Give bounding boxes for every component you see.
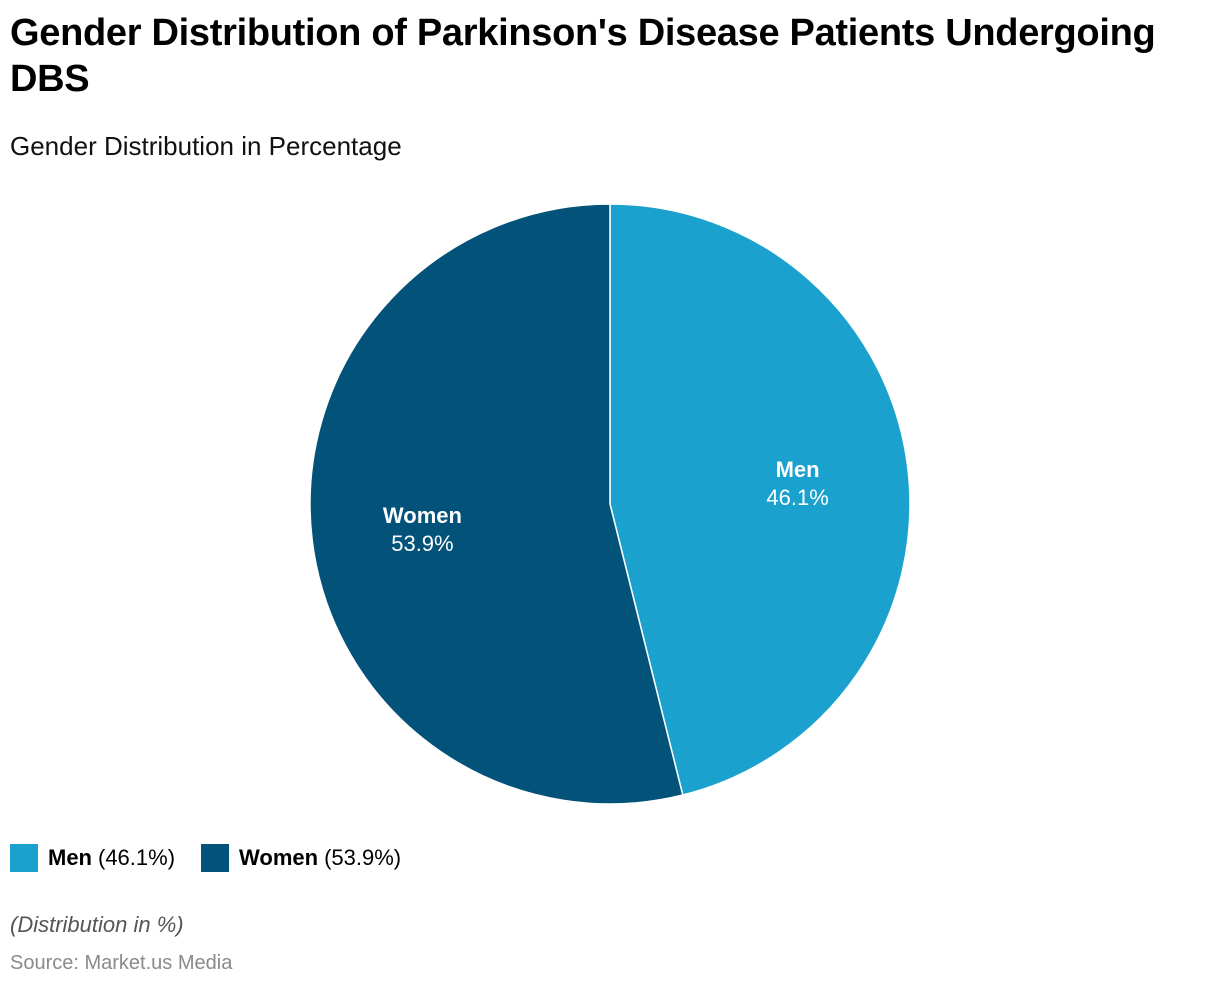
legend-value-women: (53.9%) (324, 845, 402, 870)
legend-swatch-women (201, 844, 230, 872)
pie-slice-men[interactable] (609, 203, 911, 796)
distribution-note: (Distribution in %) (10, 912, 184, 937)
pie-slice-women[interactable] (309, 203, 684, 805)
legend-value-men: (46.1%) (98, 845, 176, 870)
slice-value-women: 53.9% (391, 531, 453, 556)
legend: Men (46.1%) Women (53.9%) (10, 843, 401, 873)
slice-label-men: Men (776, 457, 820, 482)
legend-item-men[interactable]: Men (46.1%) (10, 843, 175, 873)
source-credit: Source: Market.us Media (10, 952, 233, 974)
legend-label-men: Men (48, 845, 92, 870)
pie-slices (309, 203, 911, 805)
legend-swatch-men (10, 844, 38, 872)
slice-label-women: Women (383, 503, 462, 528)
chart-title: Gender Distribution of Parkinson's Disea… (10, 12, 1156, 100)
chart-subtitle: Gender Distribution in Percentage (10, 131, 402, 161)
legend-label-women: Women (239, 845, 319, 870)
legend-item-women[interactable]: Women (53.9%) (201, 843, 401, 873)
slice-value-men: 46.1% (766, 485, 828, 510)
pie-labels: Men 46.1% Women 53.9% (383, 457, 829, 556)
